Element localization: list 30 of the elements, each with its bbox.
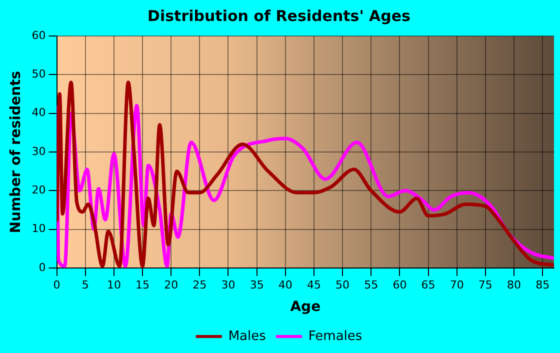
y-tick-label: 40 — [32, 106, 46, 120]
x-tick-label: 50 — [336, 278, 350, 292]
chart-title: Distribution of Residents' Ages — [148, 6, 411, 25]
y-tick-label: 30 — [32, 144, 46, 158]
x-tick-label: 70 — [450, 278, 464, 292]
x-tick-label: 40 — [278, 278, 292, 292]
x-tick-label: 35 — [250, 278, 264, 292]
legend-label: Males — [228, 328, 266, 344]
x-tick-label: 10 — [106, 278, 121, 292]
x-tick-label: 20 — [164, 278, 178, 292]
x-tick-label: 80 — [506, 278, 521, 292]
y-tick-label: 60 — [32, 28, 46, 42]
y-tick-label: 0 — [38, 260, 46, 274]
x-tick-label: 0 — [53, 278, 60, 292]
x-tick-label: 30 — [221, 278, 236, 292]
x-tick-label: 60 — [392, 278, 407, 292]
x-tick-label: 45 — [306, 278, 321, 292]
x-axis-title: Age — [290, 299, 321, 316]
y-tick-label: 20 — [32, 184, 46, 197]
legend-label: Females — [308, 328, 362, 344]
x-tick-label: 65 — [421, 278, 436, 292]
y-tick-label: 10 — [32, 222, 46, 236]
x-tick-label: 15 — [136, 278, 150, 292]
x-tick-label: 85 — [536, 278, 550, 292]
y-axis-title: Number of residents — [8, 70, 24, 234]
x-tick-label: 75 — [478, 278, 492, 292]
x-tick-label: 55 — [364, 278, 378, 292]
x-tick-label: 5 — [82, 278, 89, 292]
y-tick-label: 50 — [32, 68, 46, 81]
x-tick-label: 25 — [192, 278, 207, 292]
